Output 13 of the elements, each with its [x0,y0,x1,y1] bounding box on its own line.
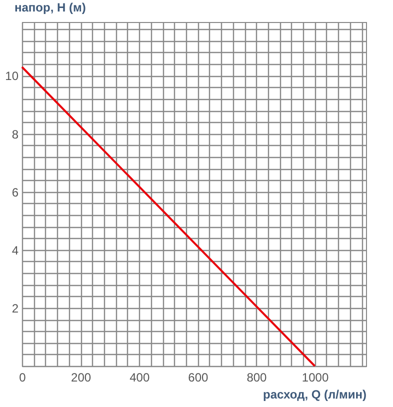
y-tick-label: 10 [5,69,19,84]
x-tick-label: 1000 [302,370,329,384]
x-tick-label: 600 [188,370,208,384]
y-tick-label: 6 [12,185,19,200]
x-tick-label: 400 [130,370,150,384]
y-tick-label: 4 [12,243,19,258]
x-tick-label: 0 [19,370,26,384]
y-tick-label: 8 [12,127,19,142]
x-tick-label: 200 [71,370,92,384]
x-axis-title: расход, Q (л/мин) [263,388,366,402]
x-tick-label: 800 [246,370,268,384]
y-axis-title: напор, H (м) [14,0,86,14]
y-tick-label: 2 [12,301,19,316]
